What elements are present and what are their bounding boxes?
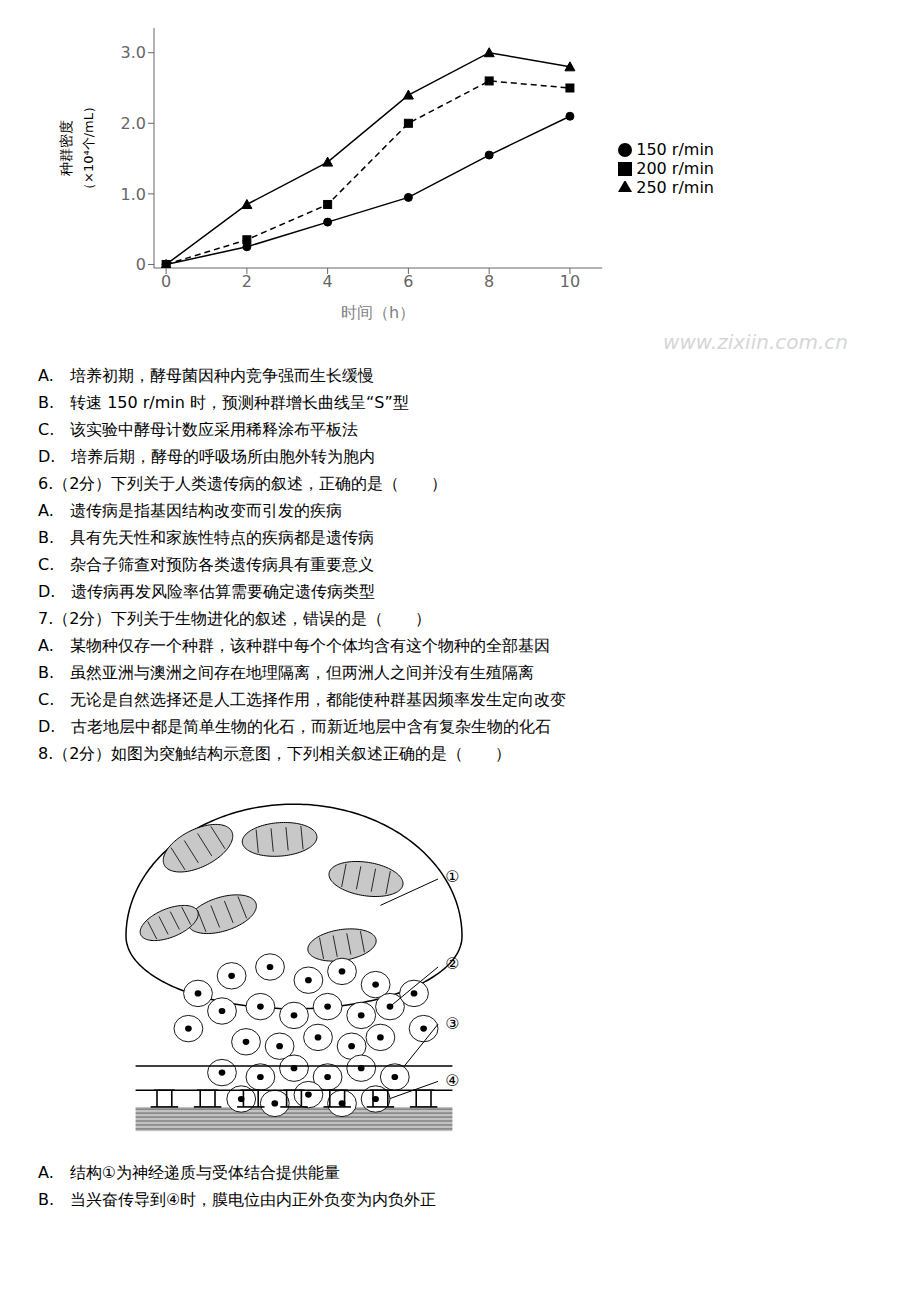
svg-text:（×10⁴个/mL）: （×10⁴个/mL） (81, 100, 96, 196)
html-text:B. 当兴奋传导到④时，膜电位由内正外负变为内负外正: B. 当兴奋传导到④时，膜电位由内正外负变为内负外正 (38, 1190, 437, 1209)
html-text:A. 某物种仅存一个种群，该种群中每个个体均含有这个物种的全: A. 某物种仅存一个种群，该种群中每个个体均含有这个物种的全部基因 (38, 636, 550, 655)
html-text:B. 具有先天性和家族性特点的疾病都是遗传病: B. 具有先天性和家族性特点的疾病都是遗传病 (38, 528, 375, 547)
svg-text:4: 4 (323, 272, 333, 291)
svg-text:②: ② (445, 954, 459, 973)
html-text:B. 转速 150 r/min 时，预测种群增长曲线呈“S”: B. 转速 150 r/min 时，预测种群增长曲线呈“S”型 (38, 393, 409, 412)
html-text:C. 该实验中酵母计数应采用稀释涂布平板法: C. 该实验中酵母计数应采用稀释涂布平板法 (38, 420, 359, 439)
svg-text:时间（h）: 时间（h） (341, 303, 415, 322)
html-text:www.zixiin.com.cn: www.zixiin.com.cn (663, 330, 848, 354)
svg-text:①: ① (445, 867, 459, 886)
html-text:6.（2分）下列关于人类遗传病的叙述，正确的是（ ）: 6.（2分）下列关于人类遗传病的叙述，正确的是（ ） (38, 474, 448, 493)
html-text:7.（2分）下列关于生物进化的叙述，错误的是（ ）: 7.（2分）下列关于生物进化的叙述，错误的是（ ） (38, 609, 432, 628)
html-text:D. 遗传病再发风险率估算需要确定遗传病类型: D. 遗传病再发风险率估算需要确定遗传病类型 (38, 582, 376, 601)
html-text:150 r/min: 150 r/min (636, 139, 714, 159)
svg-text:0: 0 (136, 255, 146, 274)
svg-text:8: 8 (484, 272, 494, 291)
svg-text:2: 2 (242, 272, 252, 291)
html-text:A. 培养初期，酵母菌因种内竞争强而生长缓慢: A. 培养初期，酵母菌因种内竞争强而生长缓慢 (38, 366, 374, 385)
html-text:250 r/min: 250 r/min (636, 177, 714, 197)
svg-text:种群密度: 种群密度 (58, 120, 74, 176)
svg-text:③: ③ (445, 1014, 459, 1033)
html-text:8.（2分）如图为突触结构示意图，下列相关叙述正确的是（ ）: 8.（2分）如图为突触结构示意图，下列相关叙述正确的是（ ） (38, 744, 512, 763)
html-text:D. 古老地层中都是简单生物的化石，而新近地层中含有复杂生物: D. 古老地层中都是简单生物的化石，而新近地层中含有复杂生物的化石 (38, 717, 552, 736)
html-text:C. 无论是自然选择还是人工选择作用，都能使种群基因频率发生: C. 无论是自然选择还是人工选择作用，都能使种群基因频率发生定向改变 (38, 690, 567, 709)
html-text:200 r/min: 200 r/min (636, 158, 714, 178)
html-text:A. 遗传病是指基因结构改变而引发的疾病: A. 遗传病是指基因结构改变而引发的疾病 (38, 501, 342, 520)
svg-text:0: 0 (161, 272, 171, 291)
html-text:D. 培养后期，酵母的呼吸场所由胞外转为胞内: D. 培养后期，酵母的呼吸场所由胞外转为胞内 (38, 447, 376, 466)
svg-text:2.0: 2.0 (121, 114, 146, 133)
html-text:A. 结构①为神经递质与受体结合提供能量: A. 结构①为神经递质与受体结合提供能量 (38, 1163, 341, 1182)
html-text:B. 虽然亚洲与澳洲之间存在地理隔离，但两洲人之间并没有生殖: B. 虽然亚洲与澳洲之间存在地理隔离，但两洲人之间并没有生殖隔离 (38, 663, 535, 682)
svg-text:1.0: 1.0 (121, 185, 146, 204)
svg-text:6: 6 (403, 272, 413, 291)
svg-text:④: ④ (445, 1071, 459, 1090)
html-text:C. 杂合子筛查对预防各类遗传病具有重要意义: C. 杂合子筛查对预防各类遗传病具有重要意义 (38, 555, 375, 574)
svg-text:10: 10 (560, 272, 580, 291)
svg-text:3.0: 3.0 (121, 43, 146, 62)
